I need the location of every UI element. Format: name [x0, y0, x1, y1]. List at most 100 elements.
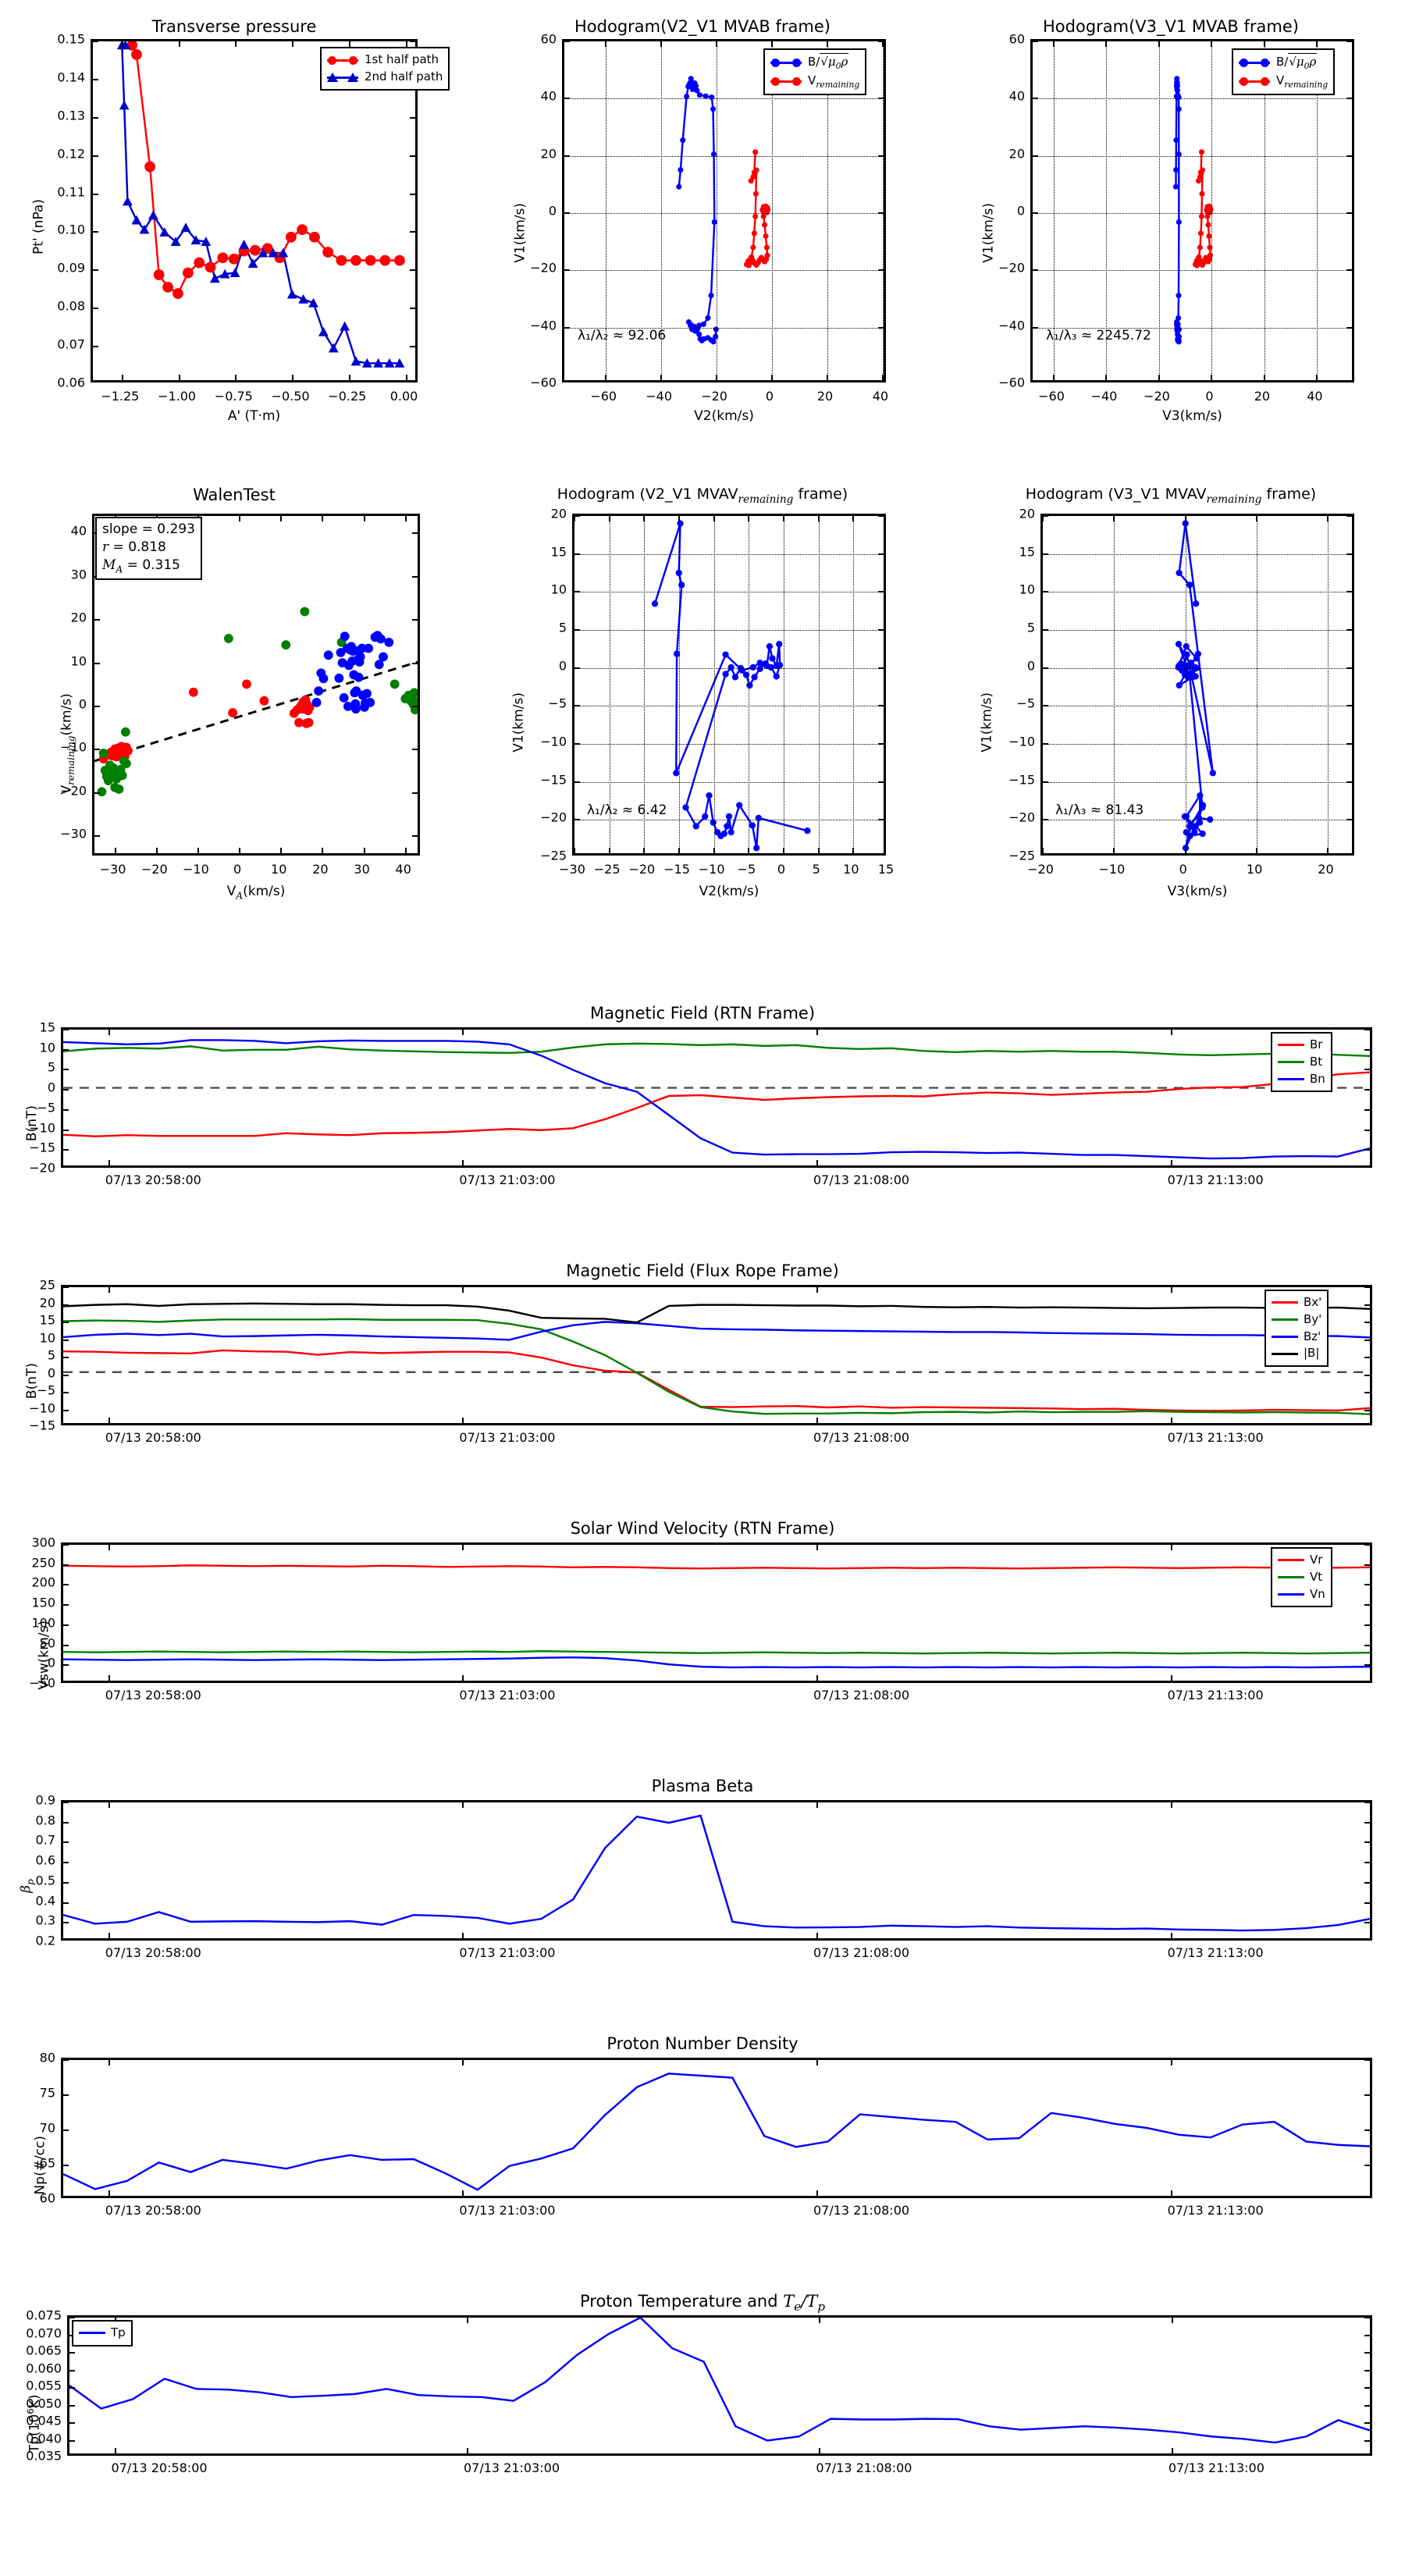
gridline — [609, 516, 611, 853]
gridline — [574, 820, 884, 821]
gridline — [1043, 630, 1352, 632]
y-tick-label: 60 — [39, 2190, 55, 2206]
axis-tick — [121, 41, 123, 47]
y-tick-label: 10 — [550, 582, 567, 597]
axis-tick — [63, 1287, 69, 1288]
axis-tick — [93, 269, 98, 272]
y-tick-label: 200 — [31, 1574, 55, 1590]
legend-hodogram: B/√μ0ρ Vremaining — [1232, 48, 1336, 96]
axis-tick — [63, 1841, 69, 1844]
legend-item: Vt — [1278, 1569, 1325, 1586]
x-time-tick-label: 07/13 21:03:00 — [459, 1688, 556, 1703]
panel-title: Plasma Beta — [651, 1777, 754, 1795]
gridline — [679, 516, 681, 853]
x-tick-label: −0.25 — [328, 389, 367, 404]
axis-tick — [1364, 1392, 1370, 1393]
axis-tick — [412, 532, 418, 535]
y-axis-label: Pt' (nPa) — [30, 199, 47, 254]
x-tick-label: −30 — [559, 862, 585, 877]
axis-tick — [63, 1339, 69, 1341]
legend-label-vremaining: Vremaining — [1276, 73, 1329, 90]
axis-tick — [63, 1029, 69, 1030]
x-tick-label: −25 — [593, 862, 621, 877]
gridline — [772, 41, 774, 380]
y-tick-label: 100 — [31, 1615, 55, 1631]
y-tick-label: 10 — [39, 1330, 55, 1345]
y-tick-label: 80 — [39, 2050, 55, 2065]
y-tick-label: 0.11 — [57, 184, 85, 200]
x-tick-label: −15 — [663, 862, 690, 877]
y-tick-label: −10 — [60, 739, 87, 755]
y-tick-label: 0 — [1016, 203, 1025, 219]
legend-item: Vremaining — [770, 73, 859, 91]
panel-title: Magnetic Field (RTN Frame) — [589, 1004, 816, 1023]
series-marker-blue — [1239, 56, 1270, 69]
y-tick-label: 0.14 — [57, 69, 85, 85]
eigenvalue-ratio-annotation: λ₁/λ₃ ≈ 81.43 — [1055, 802, 1144, 818]
axis-tick — [108, 1675, 110, 1681]
legend-item: Bx' — [1272, 1294, 1321, 1311]
gridline — [1033, 270, 1352, 272]
eigenvalue-ratio-annotation: λ₁/λ₂ ≈ 92.06 — [578, 328, 667, 343]
axis-tick — [1364, 1902, 1370, 1904]
x-time-tick-label: 07/13 21:08:00 — [813, 1688, 910, 1703]
axis-tick — [69, 2422, 75, 2424]
panel-magnetic-field-fluxrope: Magnetic Field (Flux Rope Frame) Bx' By'… — [0, 1249, 1405, 1475]
axis-tick — [63, 1802, 69, 1803]
swatch-by — [1272, 1318, 1298, 1322]
gridline — [784, 516, 785, 853]
series-canvas — [94, 607, 418, 797]
gridline — [1185, 516, 1187, 853]
x-tick-label: 30 — [354, 862, 370, 877]
y-tick-label: 20 — [1019, 506, 1035, 521]
y-tick-label: 20 — [39, 1295, 55, 1310]
y-tick-label: −40 — [998, 318, 1025, 333]
gridline — [1043, 820, 1352, 821]
x-tick-label: −60 — [590, 389, 617, 404]
y-tick-label: −25 — [540, 848, 567, 863]
y-tick-label: 0 — [1026, 658, 1035, 674]
gridline — [574, 592, 884, 593]
y-tick-label: 0.8 — [35, 1813, 55, 1828]
x-tick-label: −10 — [183, 862, 209, 877]
y-axis-label: V1(km/s) — [979, 692, 995, 753]
y-tick-label: 0.045 — [26, 2413, 62, 2428]
y-tick-label: 0.08 — [57, 298, 85, 314]
y-tick-label: 15 — [550, 544, 567, 560]
y-tick-label: 0.09 — [57, 260, 85, 276]
axis-tick — [1364, 1048, 1370, 1051]
axis-tick — [1364, 1089, 1370, 1091]
legend-item: By' — [1272, 1311, 1321, 1329]
walen-stats-box: slope = 0.293 r = 0.818 MA = 0.315 — [95, 517, 202, 580]
x-time-tick-label: 07/13 21:13:00 — [1167, 1430, 1264, 1445]
axis-tick — [69, 2352, 75, 2354]
gridline — [1033, 155, 1352, 158]
gridline — [1043, 781, 1352, 784]
gridline — [818, 516, 820, 853]
panel-title: Magnetic Field (Flux Rope Frame) — [566, 1261, 839, 1280]
legend-item: 1st half path — [327, 52, 443, 69]
axis-tick — [1364, 1322, 1370, 1323]
y-tick-label: −15 — [29, 1418, 55, 1433]
axis-tick — [63, 1392, 69, 1393]
plot-area — [61, 2058, 1372, 2198]
plot-area — [572, 514, 886, 856]
panel-title: Hodogram(V2_V1 MVAB frame) — [574, 17, 831, 36]
axis-tick — [1364, 1129, 1370, 1131]
axis-tick — [574, 848, 575, 853]
axis-tick — [69, 2317, 75, 2318]
y-axis-label: V1(km/s) — [510, 692, 527, 753]
x-time-tick-label: 07/13 21:13:00 — [1167, 1172, 1264, 1187]
axis-tick — [108, 1160, 110, 1165]
axis-tick — [1346, 516, 1352, 517]
axis-tick — [1043, 516, 1044, 521]
axis-tick — [63, 1089, 69, 1091]
axis-tick — [462, 1287, 464, 1293]
panel-hodogram-v2v1-mvav: Hodogram (V2_V1 MVAVremaining frame) λ₁/… — [468, 468, 937, 921]
x-time-tick-label: 07/13 21:13:00 — [1167, 1945, 1264, 1960]
y-axis-label: βp — [18, 1879, 37, 1893]
y-tick-label: −30 — [60, 826, 87, 841]
axis-tick — [63, 1129, 69, 1131]
axis-tick — [63, 1374, 69, 1376]
axis-tick — [1364, 1922, 1370, 1924]
